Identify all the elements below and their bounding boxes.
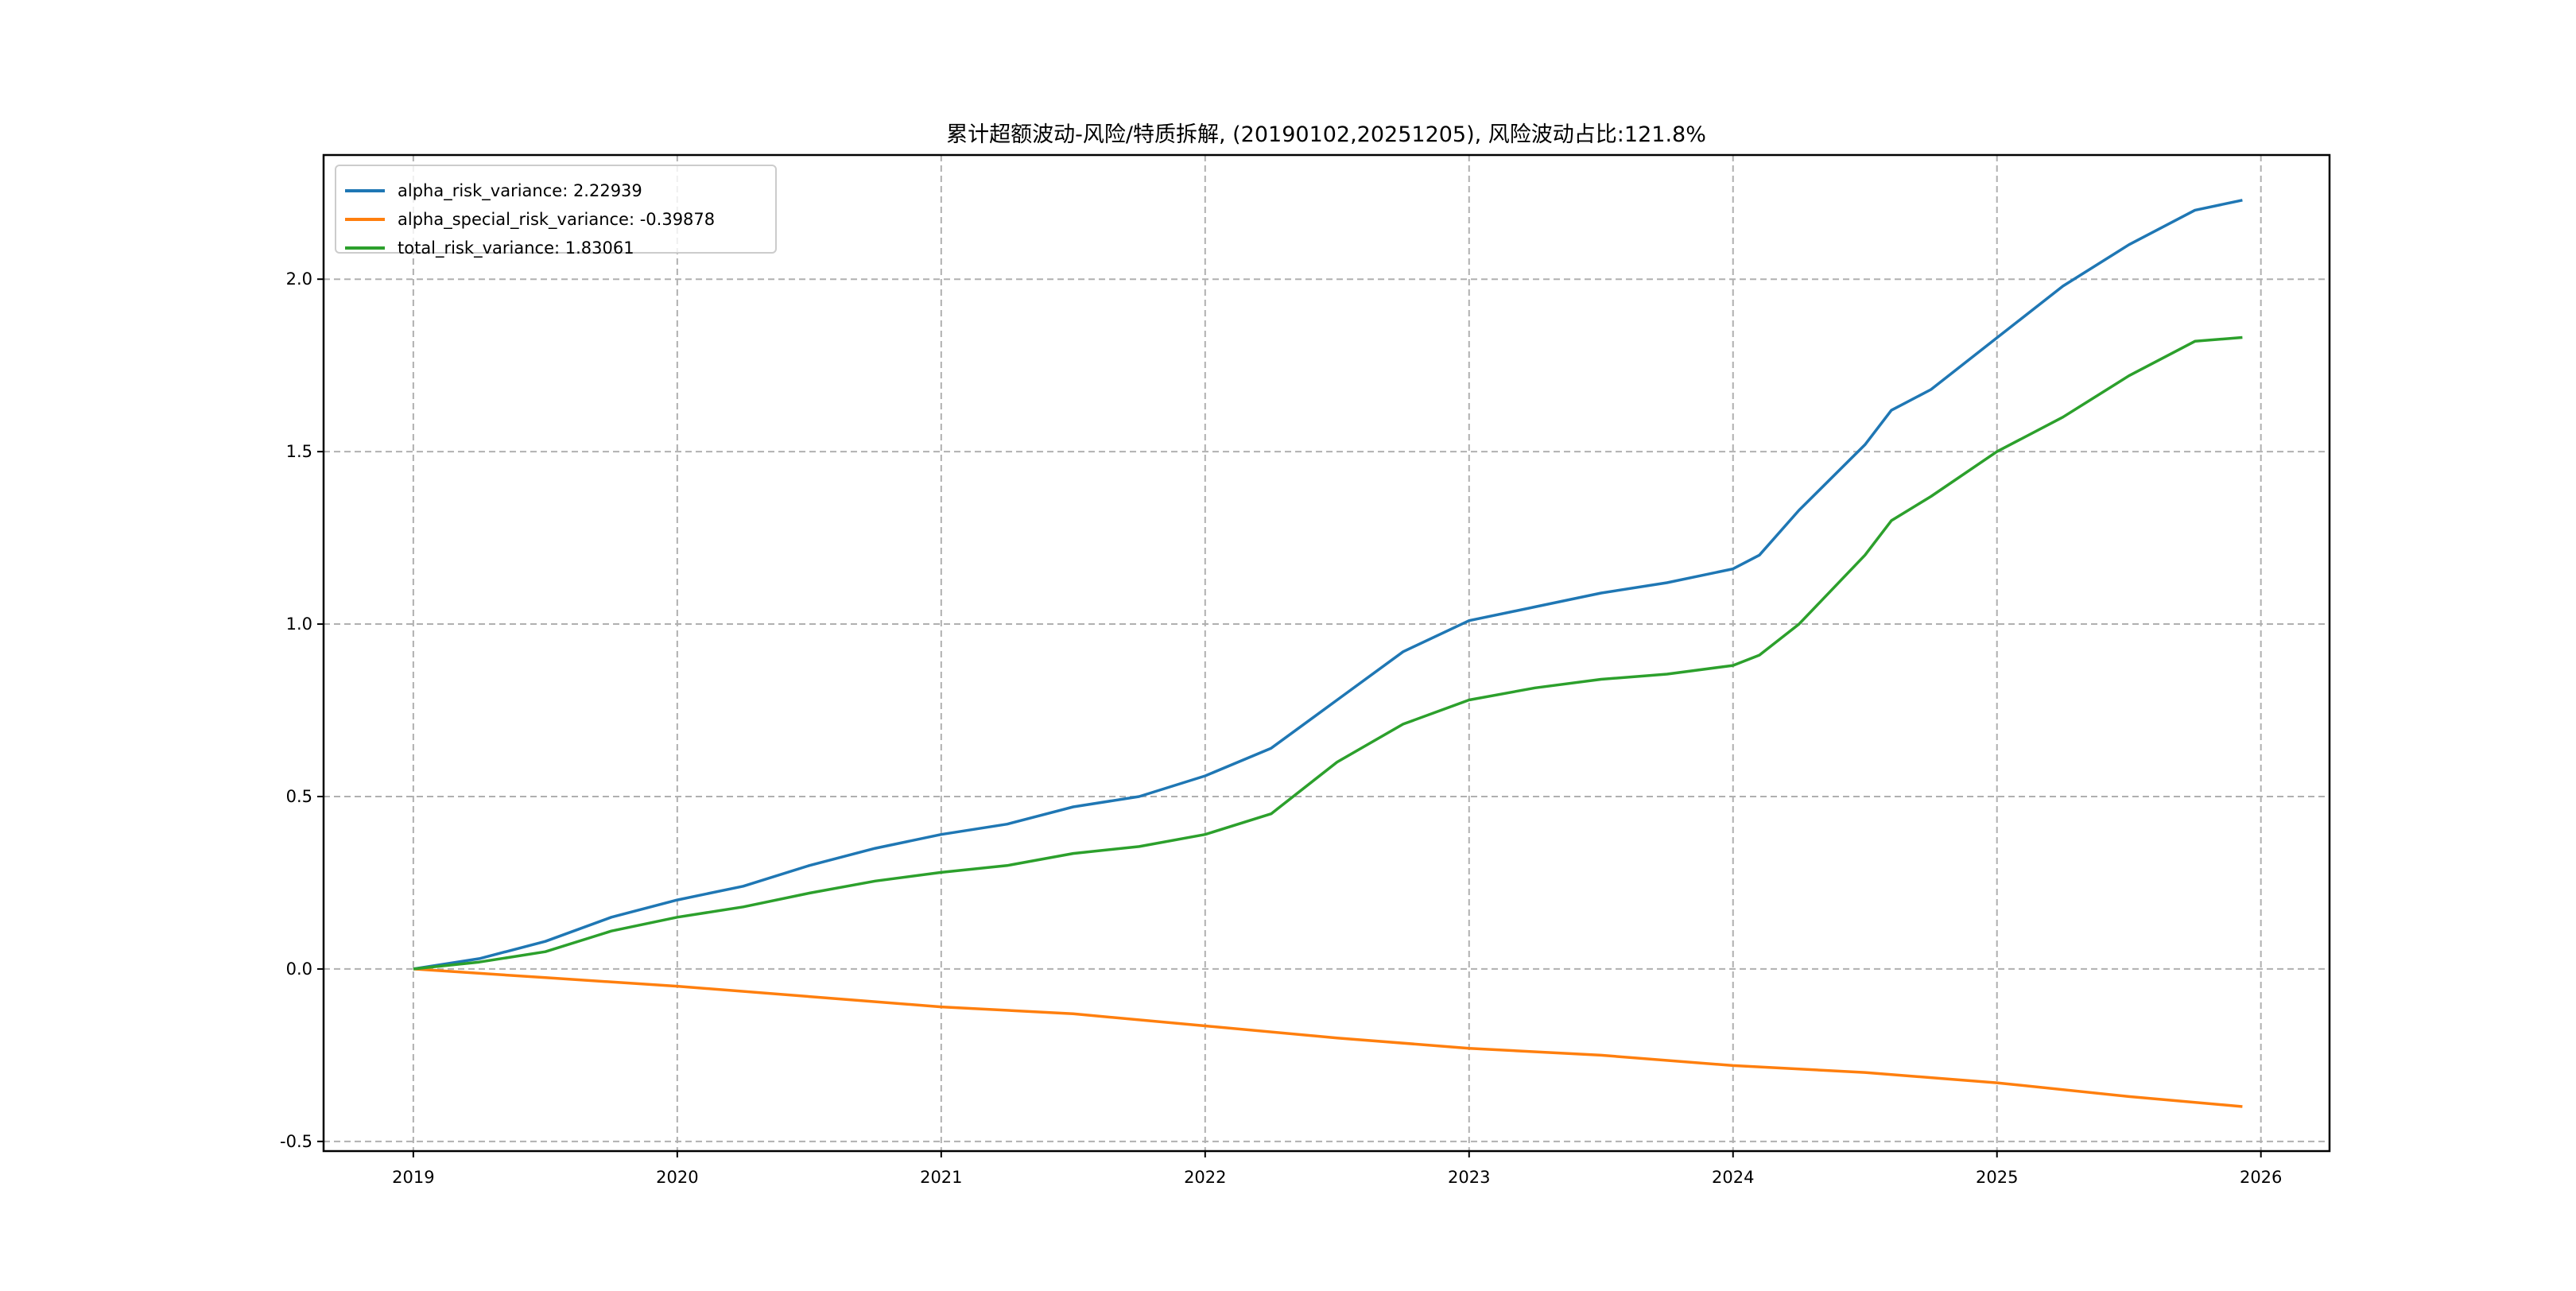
series-lines — [413, 199, 2243, 1108]
x-tick-label: 2023 — [1448, 1168, 1490, 1187]
x-tick-label: 2025 — [1976, 1168, 2018, 1187]
x-tick-label: 2026 — [2240, 1168, 2282, 1187]
series-line-2 — [413, 335, 2243, 971]
legend-box — [335, 165, 777, 254]
legend-label: total_risk_variance: 1.83061 — [398, 238, 634, 258]
x-tick-label: 2024 — [1712, 1168, 1754, 1187]
x-tick-label: 2020 — [656, 1168, 698, 1187]
y-tick-label: 1.0 — [286, 614, 312, 634]
x-axis: 2019 2020 2021 2022 2023 2024 2025 2026 — [392, 1151, 2282, 1187]
y-axis: -0.5 0.0 0.5 1.0 1.5 2.0 — [280, 269, 324, 1151]
chart-title: 累计超额波动-风险/特质拆解, (20190102,20251205), 风险波… — [946, 122, 1706, 147]
grid-lines — [324, 155, 2330, 1151]
y-tick-label: 2.0 — [286, 269, 312, 289]
y-tick-label: 1.5 — [286, 442, 312, 461]
x-tick-label: 2019 — [392, 1168, 434, 1187]
series-line-0 — [413, 199, 2243, 971]
y-tick-label: 0.5 — [286, 787, 312, 806]
x-tick-label: 2021 — [920, 1168, 962, 1187]
x-tick-label: 2022 — [1184, 1168, 1226, 1187]
y-tick-label: 0.0 — [286, 960, 312, 979]
legend-label: alpha_special_risk_variance: -0.39878 — [398, 210, 715, 230]
y-tick-label: -0.5 — [280, 1132, 312, 1151]
legend-label: alpha_risk_variance: 2.22939 — [398, 181, 642, 201]
axes-frame — [322, 153, 2331, 1153]
series-line-1 — [413, 967, 2243, 1108]
legend: alpha_risk_variance: 2.22939 alpha_specia… — [335, 165, 777, 258]
